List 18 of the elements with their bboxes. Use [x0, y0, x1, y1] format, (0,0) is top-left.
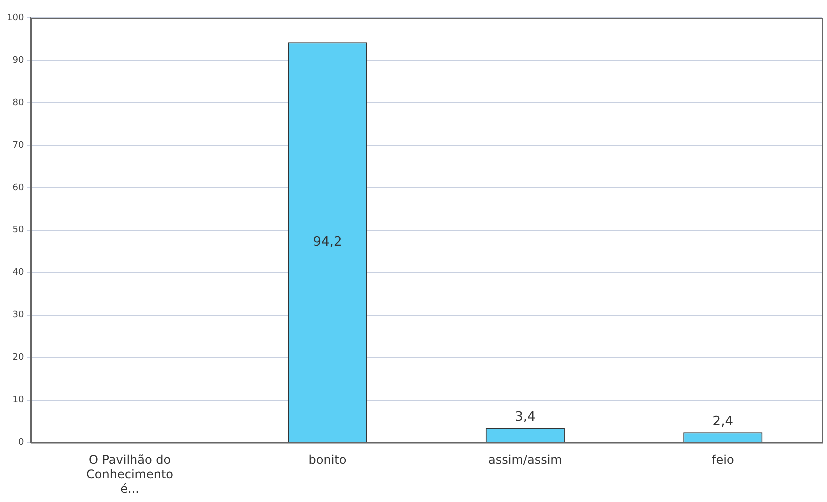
x-tick-label: O Pavilhão do Conhecimento é... [86, 453, 174, 496]
y-tick-label: 70 [12, 140, 24, 151]
y-tick-label: 10 [12, 396, 24, 406]
y-tick-label: 40 [12, 268, 24, 278]
data-label: 2,4 [712, 414, 734, 430]
data-label: 94,2 [313, 234, 342, 250]
y-tick-label: 20 [12, 353, 24, 364]
data-label: 3,4 [515, 410, 536, 426]
x-tick-label: bonito [308, 453, 347, 468]
y-tick-label: 50 [12, 226, 24, 236]
y-tick-label: 100 [6, 13, 24, 24]
y-tick-label: 0 [18, 438, 24, 448]
y-tick-label: 30 [12, 310, 24, 321]
x-tick-label: assim/assim [488, 453, 562, 468]
x-tick-label: feio [712, 453, 734, 468]
y-tick-label: 90 [12, 56, 24, 66]
y-tick-label: 60 [12, 183, 24, 194]
y-tick-label: 80 [12, 98, 24, 108]
